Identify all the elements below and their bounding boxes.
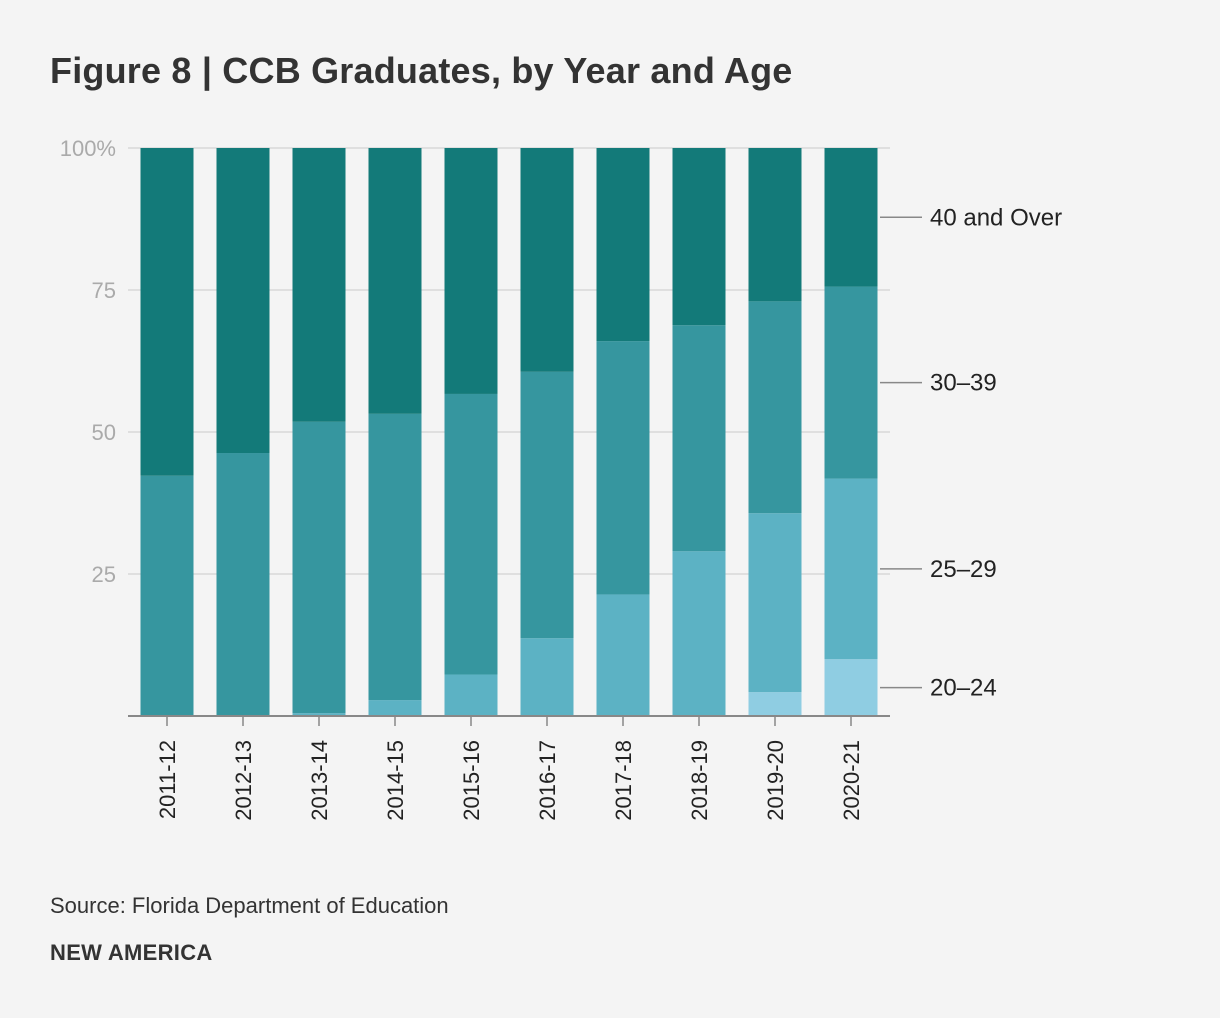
bar-segment xyxy=(596,341,650,595)
bar-segment xyxy=(140,148,194,476)
bar-segment xyxy=(520,148,574,372)
legend-label: 40 and Over xyxy=(930,204,1062,231)
legend: 20–24 25–29 30–39 40 and Over xyxy=(880,204,1062,702)
brand-logo-text: NEW AMERICA xyxy=(50,940,213,965)
x-tick-label: 2017-18 xyxy=(611,740,636,821)
legend-label: 25–29 xyxy=(930,556,997,583)
bar-segment xyxy=(748,148,802,302)
bar-segment xyxy=(824,148,878,287)
legend-label: 20–24 xyxy=(930,675,997,702)
x-tick-label: 2011-12 xyxy=(155,740,180,819)
x-tick-label: 2012-13 xyxy=(231,740,256,821)
x-tick-label: 2015-16 xyxy=(459,740,484,821)
x-tick-label: 2016-17 xyxy=(535,740,560,821)
bars xyxy=(140,148,878,716)
bar-segment xyxy=(368,700,422,716)
legend-label: 30–39 xyxy=(930,370,997,397)
y-tick-label: 25 xyxy=(92,562,116,587)
bar-segment xyxy=(444,148,498,394)
chart-title: Figure 8 | CCB Graduates, by Year and Ag… xyxy=(50,50,793,91)
bar-segment xyxy=(368,148,422,414)
x-tick-label: 2020-21 xyxy=(839,740,864,821)
bar-segment xyxy=(520,638,574,716)
bar-segment xyxy=(292,421,346,714)
y-tick-label: 50 xyxy=(92,420,116,445)
stacked-bar-chart: 100% 75 50 25 2011-12 2012-13 2013-14 2014-15 20… xyxy=(60,136,1062,821)
x-tick-label: 2018-19 xyxy=(687,740,712,821)
bar-segment xyxy=(748,301,802,514)
bar-segment xyxy=(672,148,726,326)
bar-segment xyxy=(444,393,498,675)
bar-segment xyxy=(444,674,498,716)
bar-segment xyxy=(368,413,422,701)
bar-segment xyxy=(596,148,650,342)
bar-segment xyxy=(748,692,802,716)
bar-segment xyxy=(672,325,726,552)
x-tick-label: 2013-14 xyxy=(307,740,332,821)
bar-segment xyxy=(824,286,878,479)
source-note: Source: Florida Department of Education xyxy=(50,893,449,918)
x-tick-label: 2019-20 xyxy=(763,740,788,821)
bar-segment xyxy=(748,513,802,693)
bar-segment xyxy=(140,475,194,716)
bar-segment xyxy=(596,594,650,716)
x-tick-label: 2014-15 xyxy=(383,740,408,821)
bar-segment xyxy=(216,148,270,454)
bar-segment xyxy=(292,713,346,716)
bar-segment xyxy=(216,453,270,716)
y-tick-label: 75 xyxy=(92,278,116,303)
bar-segment xyxy=(672,551,726,716)
bar-segment xyxy=(824,659,878,716)
bar-segment xyxy=(292,148,346,422)
axes: 100% 75 50 25 2011-12 2012-13 2013-14 2014-15 20… xyxy=(60,136,890,821)
bar-segment xyxy=(824,478,878,660)
y-tick-label: 100% xyxy=(60,136,116,161)
bar-segment xyxy=(520,371,574,639)
